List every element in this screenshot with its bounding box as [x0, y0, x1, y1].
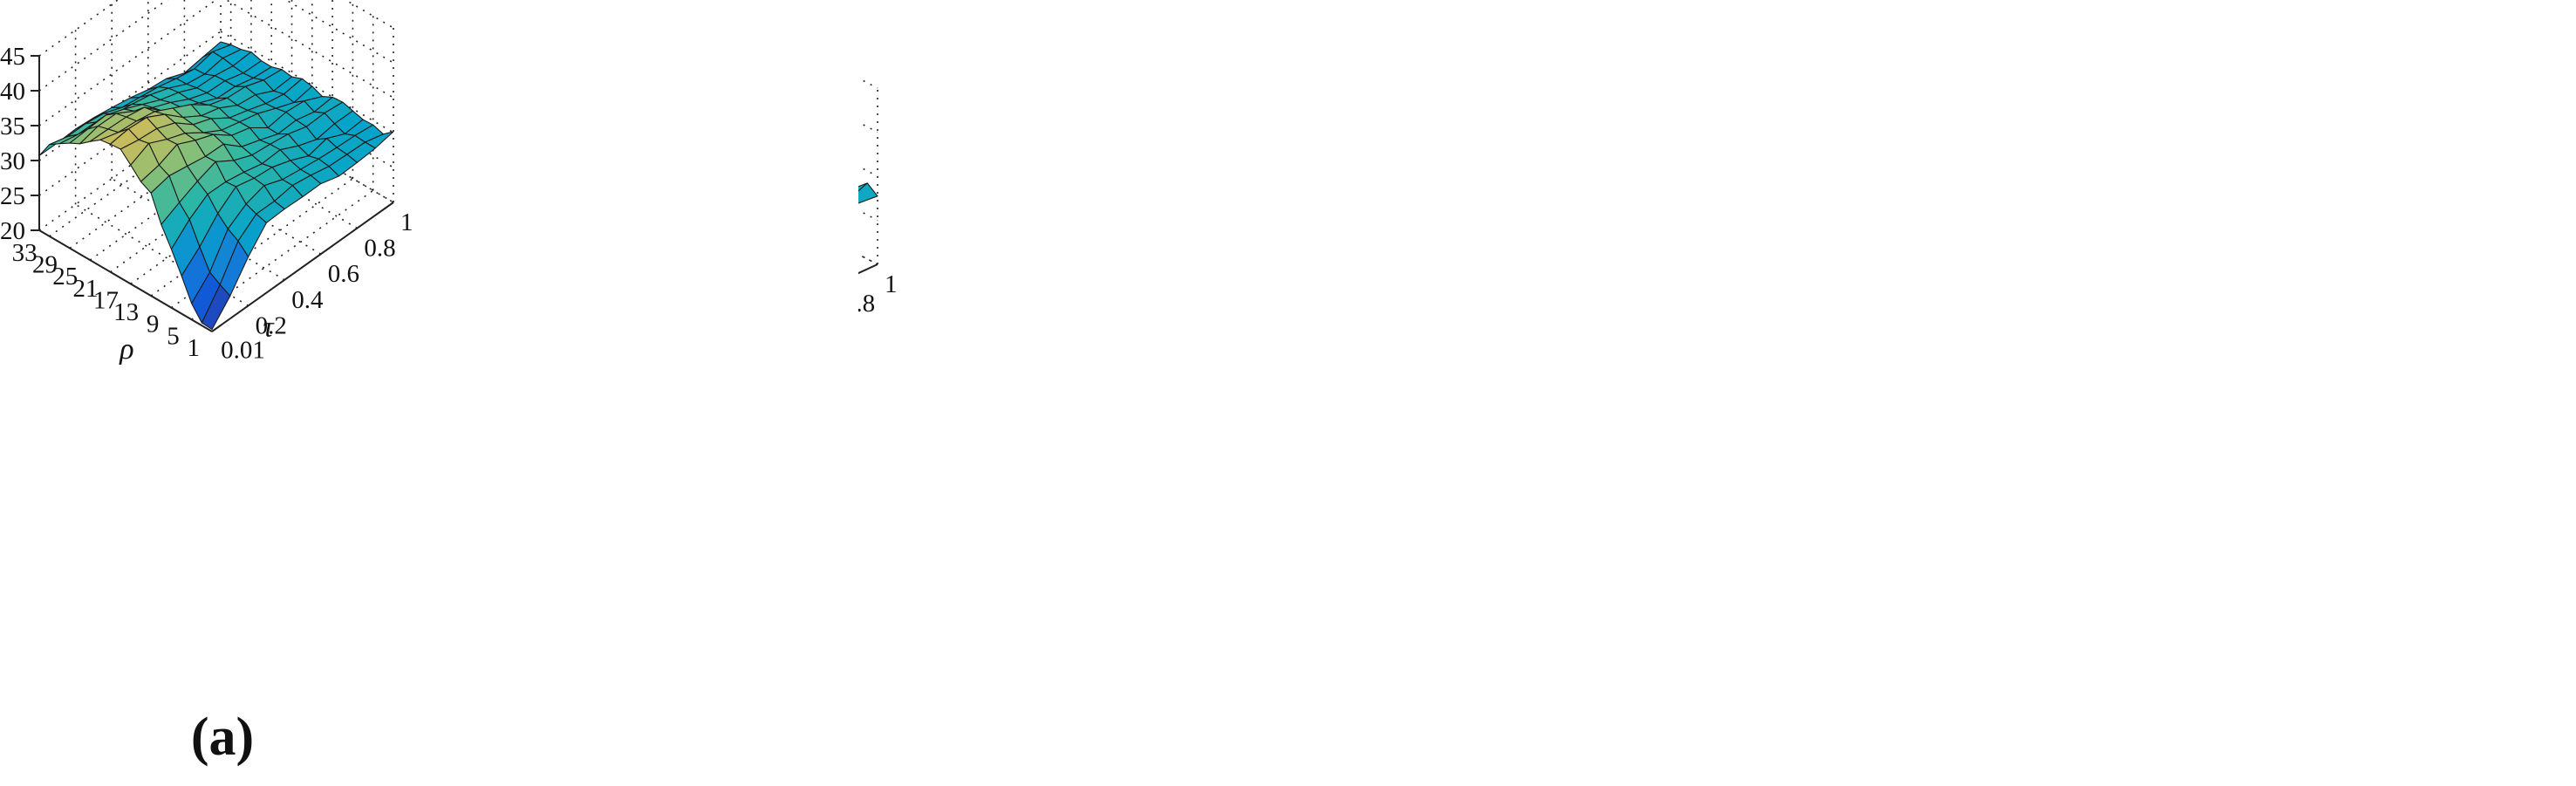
- tau-axis-title: τ: [263, 311, 275, 344]
- rho-tick-label: 13: [113, 298, 139, 326]
- rho-tick-label: 9: [147, 311, 160, 338]
- floor-gridline-rho: [191, 189, 374, 321]
- tau-tick-label: 0.8: [364, 235, 395, 263]
- tick-labels: 25303540451591317212529330.010.20.40.60.…: [858, 270, 898, 318]
- side-wall-gridline: [858, 209, 878, 222]
- z-tick-label: 35: [0, 113, 25, 140]
- rho-axis-line: [38, 229, 213, 332]
- back-wall-gridline: [38, 100, 222, 231]
- surface: [38, 41, 394, 331]
- z-tick-label: 25: [0, 182, 25, 210]
- surface: [858, 182, 878, 204]
- surface-patch: [201, 284, 231, 331]
- back-wall-gridline: [38, 0, 120, 57]
- tau-tick-label: 0.01: [221, 337, 265, 365]
- floor-gridline-rho: [170, 178, 353, 309]
- rho-tick-label: 25: [52, 263, 78, 290]
- surface-plot-c: 1520253035401591317212529330.010.20.40.6…: [1717, 0, 2575, 786]
- rho-tick-label: 1: [188, 334, 201, 362]
- rho-axis-title: ρ: [119, 333, 133, 366]
- side-wall-gridline: [858, 121, 878, 133]
- panel-a: 20 25 30 35 40 45 1 5 9 13 17 21 25 29 33 0.01 0.2 0.4 0.6…: [0, 0, 858, 786]
- back-wall-gridline: [38, 0, 168, 92]
- tau-tick-label: 0.4: [291, 286, 324, 314]
- side-wall-gridline: [858, 165, 878, 177]
- z-tick-label: 40: [0, 78, 25, 106]
- z-tick-label: 20: [0, 217, 25, 245]
- side-wall-gridline: [858, 77, 878, 89]
- z-tick-label: 30: [0, 147, 25, 175]
- tau-tick-label: 0.2: [256, 311, 287, 339]
- panel-c: 1520253035401591317212529330.010.20.40.6…: [1717, 0, 2575, 786]
- side-wall-gridline: [344, 0, 394, 29]
- rho-tick-label: 17: [93, 286, 119, 314]
- tick-labels: 2025303540451591317212529330.010.20.40.6…: [0, 43, 413, 365]
- back-wall-gridline: [38, 31, 222, 161]
- tau-tick-label: 0.6: [328, 260, 359, 288]
- surface-patch: [858, 182, 878, 204]
- tau-tick-label: 0.8: [858, 290, 875, 318]
- back-wall-gridline: [38, 0, 217, 126]
- rho-tick-label: 5: [167, 322, 180, 350]
- tau-tick-label: 1: [400, 208, 413, 236]
- tau-tick-label: 1: [885, 270, 898, 298]
- rho-tick-label: 29: [32, 250, 58, 278]
- rho-tick-label: 21: [73, 275, 99, 303]
- surface-plot-b: 25303540451591317212529330.010.20.40.60.…: [858, 77, 898, 318]
- rho-tick-label: 33: [12, 239, 38, 267]
- axis-grid: [858, 77, 878, 275]
- panel-caption: (a): [191, 707, 254, 767]
- z-tick-label: 45: [0, 43, 25, 71]
- tau-axis-line: [211, 202, 394, 332]
- panel-b: 25303540451591317212529330.010.20.40.60.…: [858, 0, 1717, 786]
- surface-plot-a: 2025303540451591317212529330.010.20.40.6…: [0, 0, 413, 767]
